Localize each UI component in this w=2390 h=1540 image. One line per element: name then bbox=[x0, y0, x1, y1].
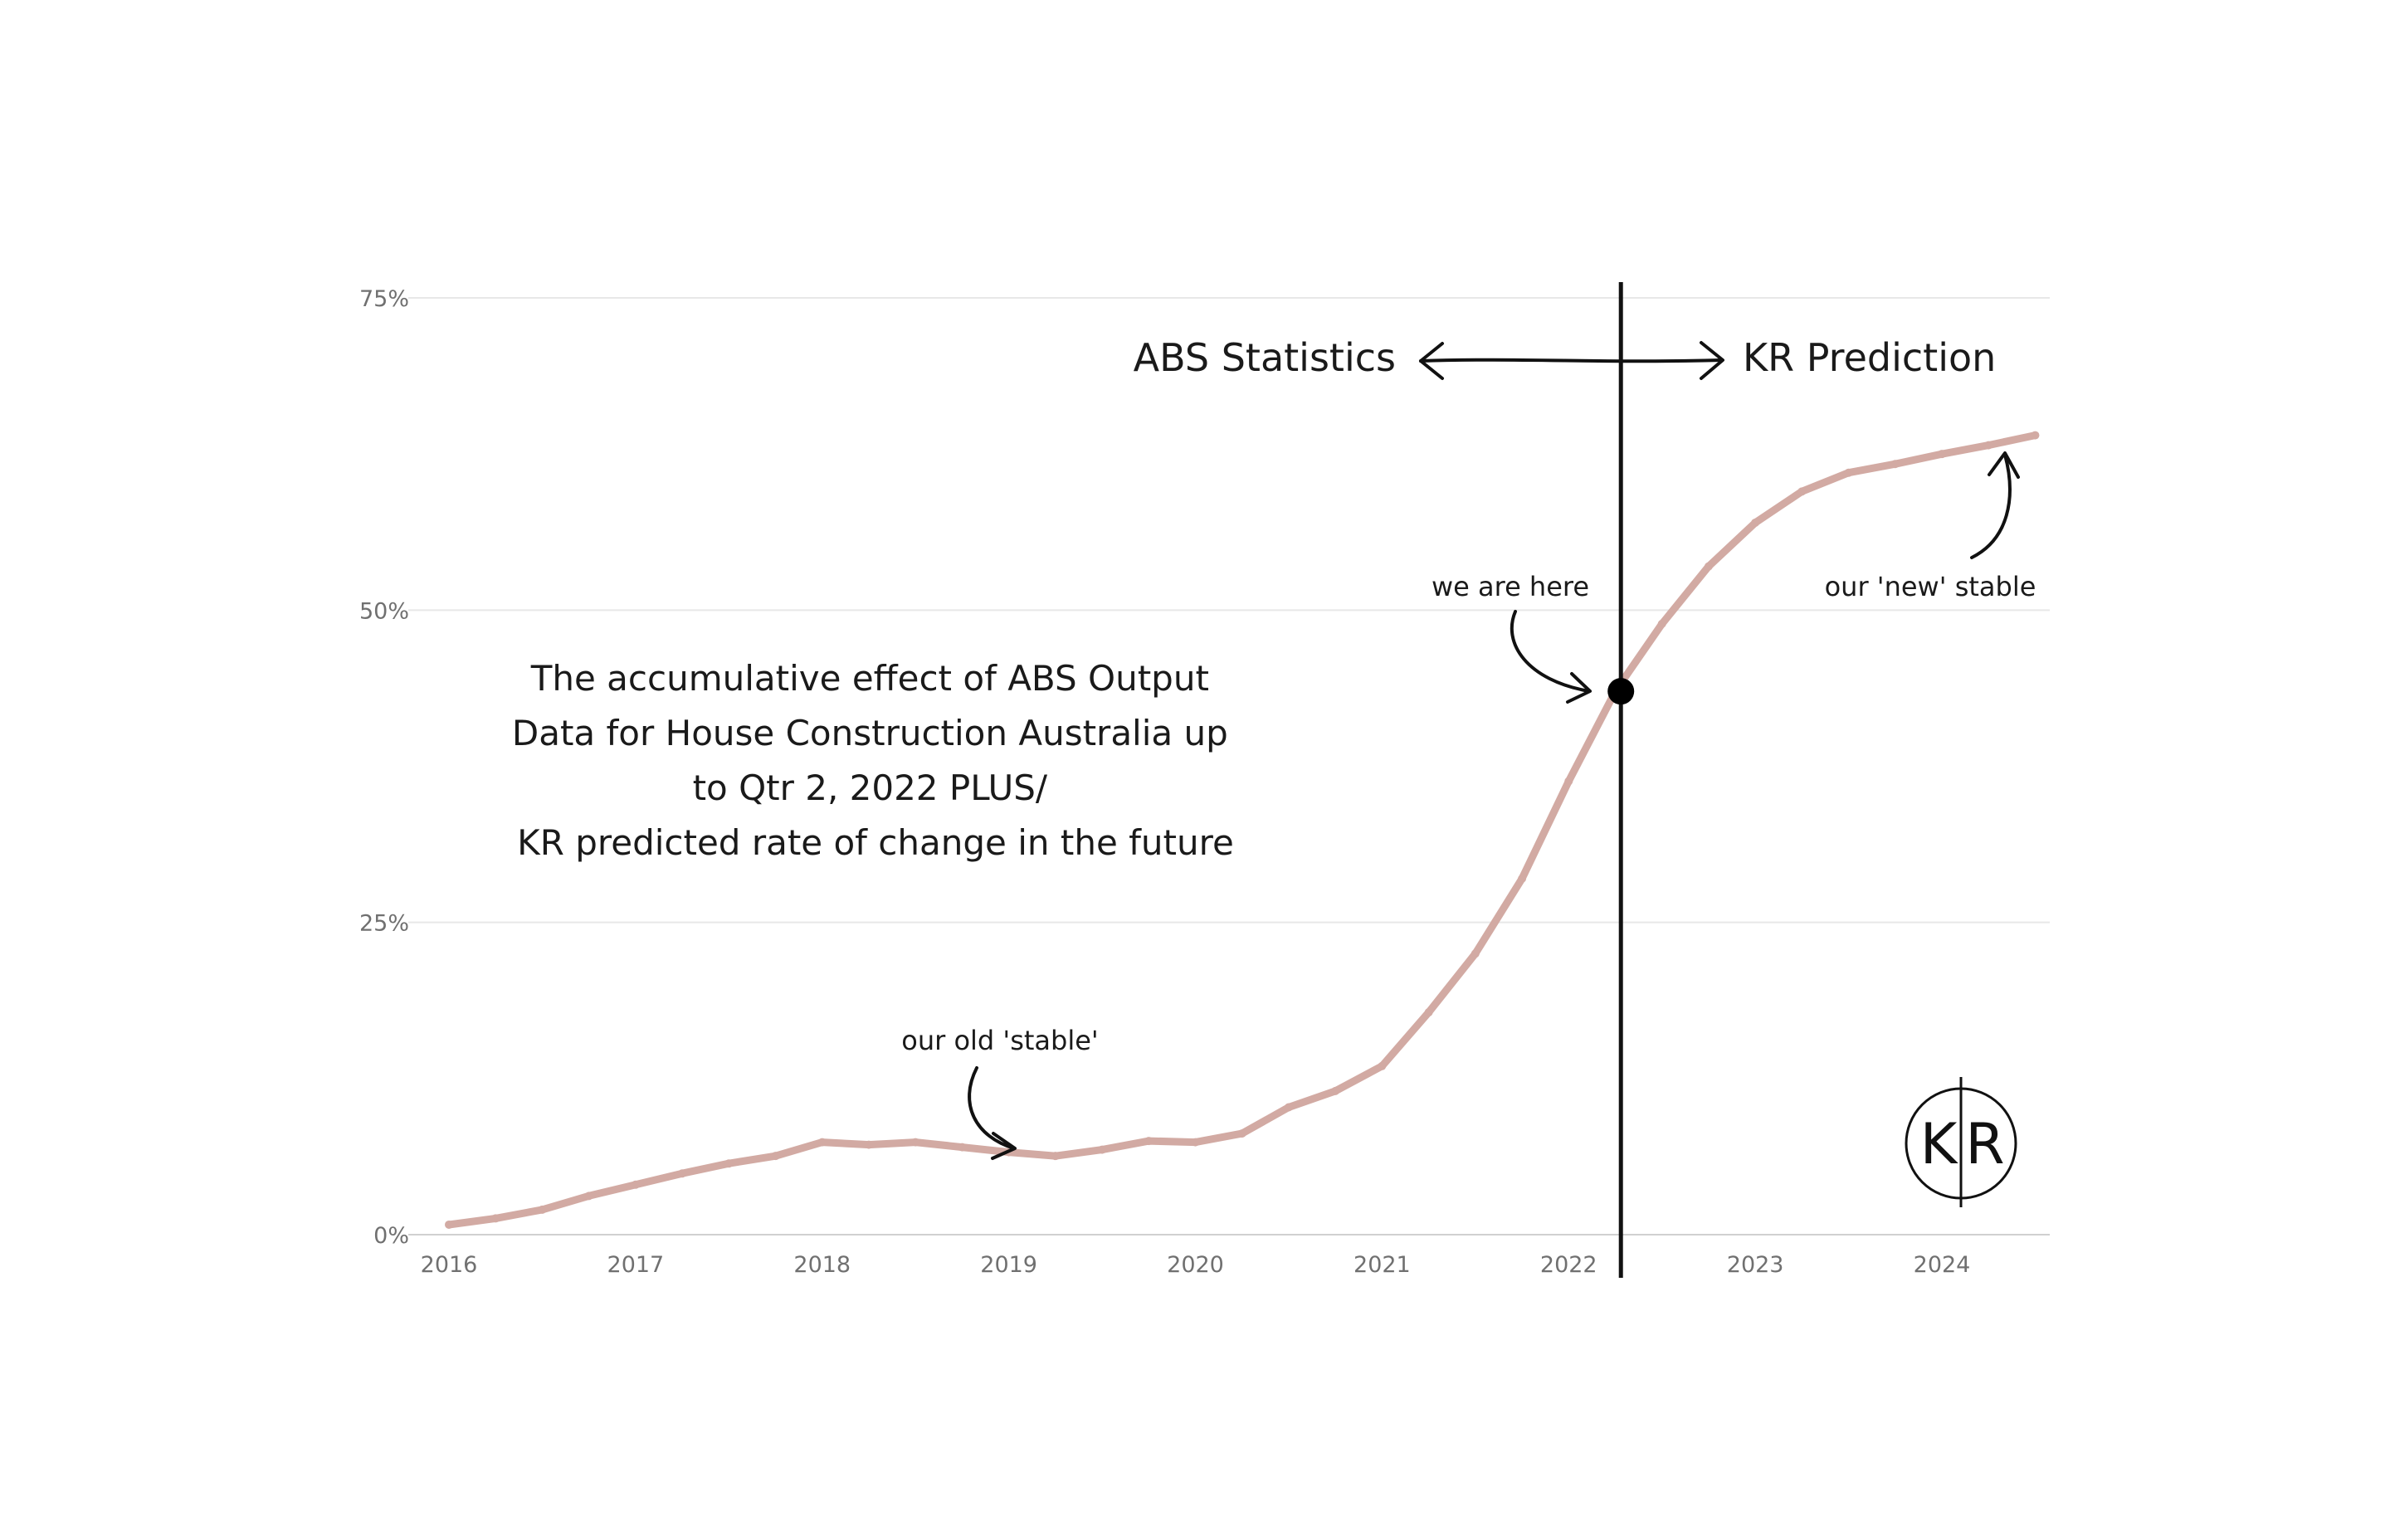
data-point bbox=[1144, 1137, 1154, 1146]
old-stable-label: our old 'stable' bbox=[901, 1025, 1098, 1056]
data-point bbox=[2031, 431, 2040, 440]
data-point bbox=[724, 1159, 734, 1168]
we-are-here-marker bbox=[1607, 678, 1635, 705]
y-tick-label: 75% bbox=[359, 286, 409, 312]
data-point bbox=[1984, 441, 1993, 450]
data-point bbox=[1704, 562, 1713, 571]
curved-arrow-icon bbox=[968, 1066, 1017, 1160]
data-point bbox=[1890, 460, 1900, 469]
x-tick-label: 2022 bbox=[1540, 1252, 1597, 1278]
title-line-2: Data for House Construction Australia up bbox=[512, 713, 1228, 753]
y-tick-label: 25% bbox=[359, 911, 409, 937]
x-tick-label: 2023 bbox=[1727, 1252, 1784, 1278]
data-point bbox=[491, 1214, 500, 1223]
data-point bbox=[678, 1169, 687, 1178]
x-tick-label: 2024 bbox=[1914, 1252, 1971, 1278]
series-line-group bbox=[445, 431, 2040, 1229]
data-point bbox=[584, 1192, 593, 1201]
data-point bbox=[1657, 619, 1666, 628]
new-stable-label: our 'new' stable bbox=[1825, 571, 2036, 602]
data-point bbox=[771, 1152, 780, 1161]
title-line-3: to Qtr 2, 2022 PLUS/ bbox=[693, 768, 1048, 808]
logo-letter-k: K bbox=[1920, 1112, 1959, 1177]
data-point bbox=[1378, 1061, 1387, 1070]
data-point bbox=[1751, 518, 1760, 527]
curved-arrow-icon bbox=[1510, 610, 1592, 704]
data-point bbox=[631, 1180, 640, 1189]
x-tick-label: 2018 bbox=[793, 1252, 851, 1278]
data-point bbox=[1191, 1138, 1200, 1147]
data-point bbox=[1331, 1086, 1340, 1095]
data-point bbox=[1098, 1145, 1107, 1154]
data-point bbox=[1471, 949, 1480, 958]
x-tick-label: 2017 bbox=[607, 1252, 665, 1278]
data-point bbox=[1564, 777, 1573, 786]
x-tick-label: 2020 bbox=[1167, 1252, 1224, 1278]
y-axis-ticks: 0% 25% 50% 75% bbox=[359, 286, 409, 1249]
double-arrow-icon bbox=[1419, 341, 1724, 380]
x-tick-label: 2016 bbox=[421, 1252, 478, 1278]
data-point bbox=[1797, 487, 1807, 496]
data-point bbox=[958, 1143, 967, 1152]
data-point bbox=[1051, 1152, 1060, 1161]
abs-statistics-label: ABS Statistics bbox=[1134, 335, 1396, 380]
data-point bbox=[445, 1220, 453, 1229]
y-tick-label: 50% bbox=[359, 598, 409, 624]
data-point bbox=[1424, 1008, 1433, 1017]
data-point bbox=[817, 1138, 827, 1147]
y-tick-label: 0% bbox=[373, 1223, 409, 1249]
x-tick-label: 2021 bbox=[1354, 1252, 1411, 1278]
data-point bbox=[1844, 468, 1853, 477]
chart-title: The accumulative effect of ABS Output Da… bbox=[512, 658, 1239, 863]
x-axis-ticks: 2016 2017 2018 2019 2020 2021 2022 2023 2024 bbox=[421, 1252, 1971, 1278]
data-point bbox=[1518, 874, 1527, 883]
we-are-here-label: we are here bbox=[1432, 571, 1589, 602]
data-point bbox=[1284, 1103, 1293, 1112]
x-tick-label: 2019 bbox=[980, 1252, 1037, 1278]
curved-arrow-icon bbox=[1970, 451, 2020, 559]
data-point bbox=[1938, 450, 1946, 459]
title-line-1: The accumulative effect of ABS Output bbox=[530, 658, 1209, 699]
title-line-4: KR predicted rate of change in the futur… bbox=[517, 822, 1234, 863]
data-point bbox=[911, 1138, 920, 1147]
data-point bbox=[1237, 1129, 1246, 1138]
kr-logo: K R bbox=[1905, 1077, 2017, 1207]
data-point bbox=[864, 1140, 873, 1149]
gridlines bbox=[408, 297, 2050, 924]
logo-letter-r: R bbox=[1965, 1112, 2004, 1177]
kr-prediction-label: KR Prediction bbox=[1743, 335, 1996, 380]
data-point bbox=[538, 1205, 547, 1214]
